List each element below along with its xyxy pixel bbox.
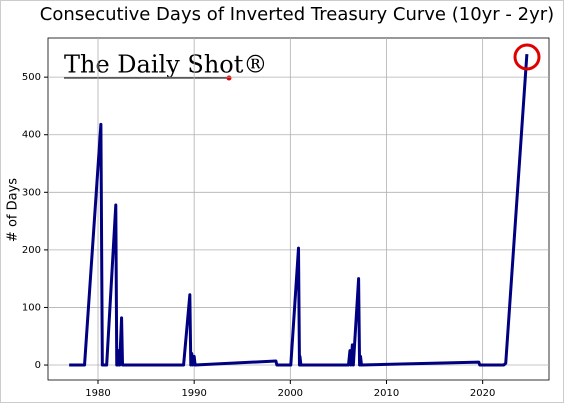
x-tick-label: 2000 (278, 388, 303, 399)
x-tick-label: 2010 (374, 388, 399, 399)
y-tick-label: 0 (35, 360, 41, 371)
plot-area (47, 37, 550, 381)
x-tick-label: 2020 (470, 388, 495, 399)
x-tick-label: 1990 (181, 388, 206, 399)
y-tick-label: 100 (22, 302, 41, 313)
y-tick-label: 200 (22, 245, 41, 256)
y-tick-label: 500 (22, 72, 41, 83)
y-tick-label: 300 (22, 187, 41, 198)
y-axis-label: # of Days (6, 178, 21, 242)
y-tick-label: 400 (22, 130, 41, 141)
x-tick-label: 1980 (85, 388, 110, 399)
highlight-circle (513, 43, 541, 71)
watermark-dot (226, 75, 232, 81)
chart-title: Consecutive Days of Inverted Treasury Cu… (40, 4, 554, 25)
data-line (69, 54, 529, 367)
watermark: The Daily Shot® (64, 51, 267, 79)
